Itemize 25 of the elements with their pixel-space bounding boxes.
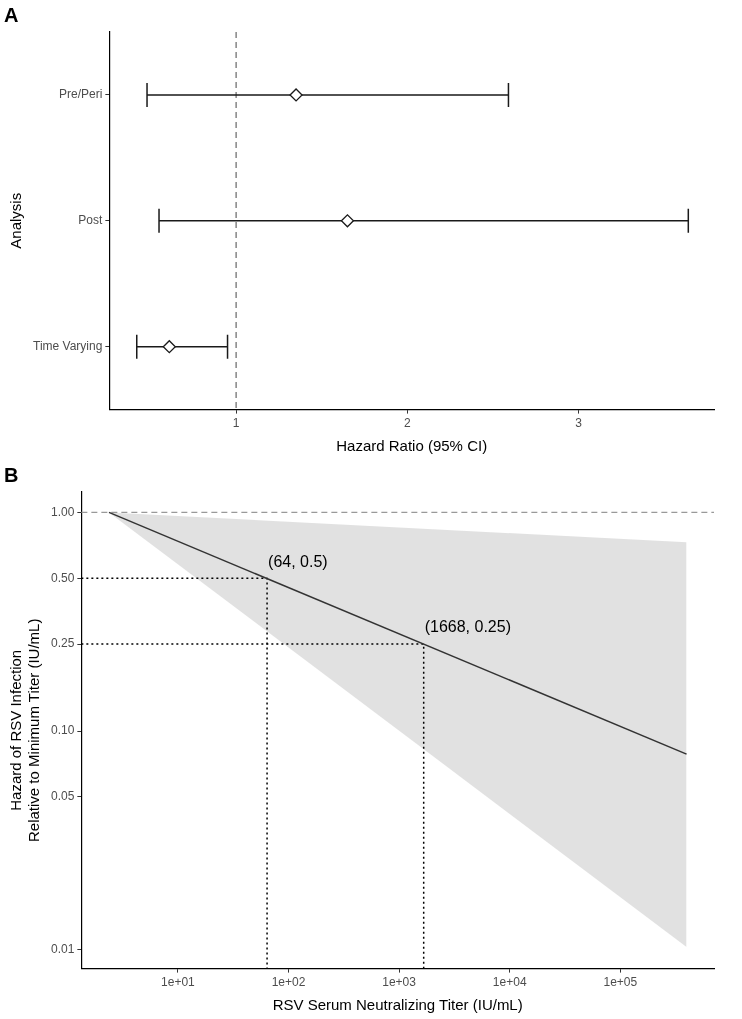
- y-axis-title: Hazard of RSV Infection Relative to Minimum Titer (IU/mL): [7, 618, 43, 842]
- chart-title: B: [4, 463, 19, 486]
- chart-title: A: [4, 3, 19, 26]
- y-tick-label: 1.00: [51, 504, 75, 519]
- x-tick-label: 1e+03: [382, 975, 417, 990]
- x-axis-title: RSV Serum Neutralizing Titer (IU/mL): [272, 996, 523, 1014]
- y-axis-title: Analysis: [7, 192, 25, 249]
- x-tick-label: 1e+01: [161, 975, 196, 990]
- x-tick-label: 2: [404, 416, 412, 431]
- y-tick-label: Time Varying: [32, 338, 103, 353]
- y-tick-label: 0.50: [51, 570, 75, 585]
- x-tick-label: 1e+02: [271, 975, 306, 990]
- x-tick-label: 1: [232, 416, 240, 431]
- y-tick-label: Post: [78, 213, 104, 228]
- x-tick-label: 3: [575, 416, 583, 431]
- y-tick-label: Pre/Peri: [58, 87, 103, 102]
- annotation: (1668, 0.25): [424, 618, 511, 636]
- x-tick-label: 1e+05: [603, 975, 638, 990]
- x-tick-label: 1e+04: [492, 975, 527, 990]
- y-tick-label: 0.10: [51, 723, 75, 738]
- y-tick-label: 0.05: [51, 789, 75, 804]
- y-tick-label: 0.01: [51, 942, 75, 957]
- x-axis-title: Hazard Ratio (95% CI): [336, 437, 488, 455]
- y-tick-label: 0.25: [51, 636, 75, 651]
- annotation: (64, 0.5): [268, 552, 328, 570]
